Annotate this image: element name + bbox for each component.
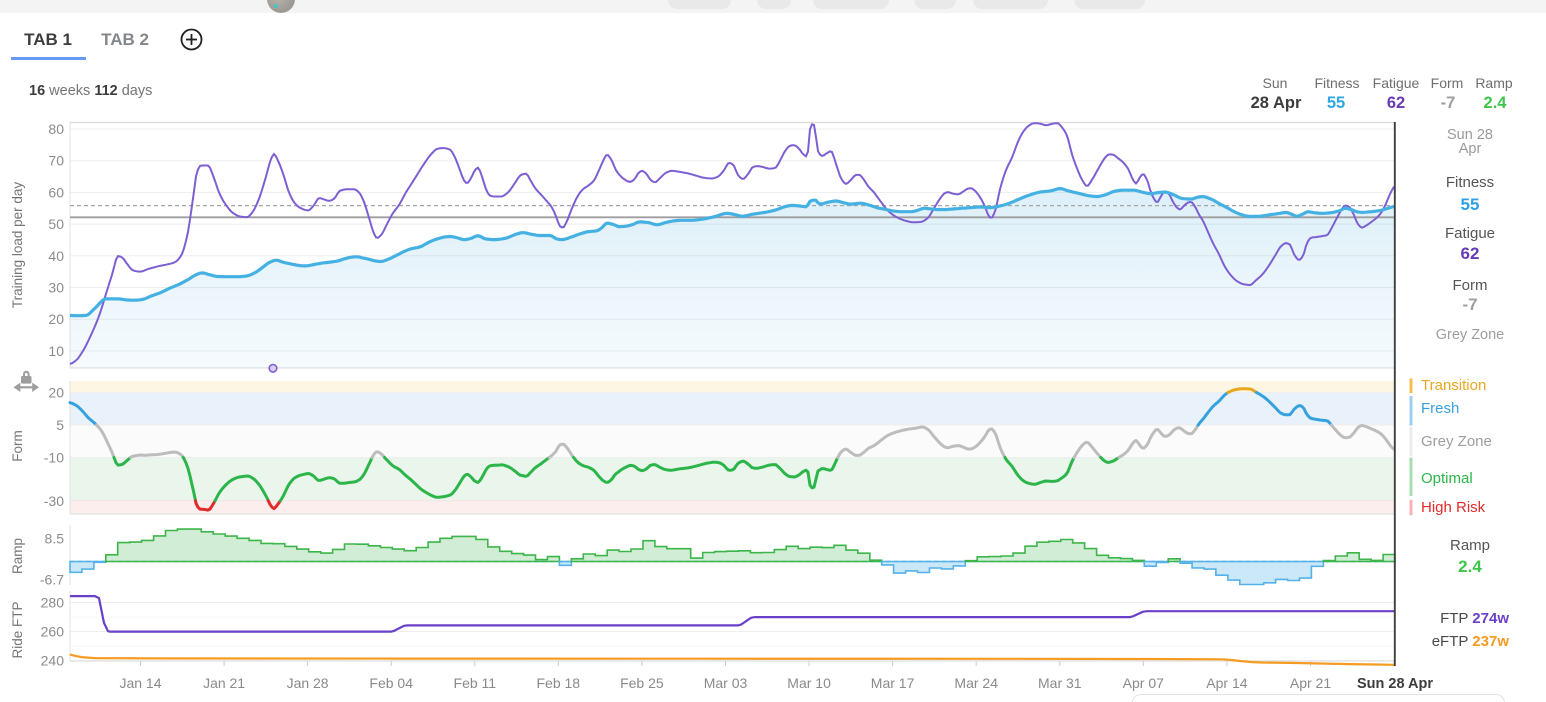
svg-text:5: 5 [56, 417, 64, 433]
svg-text:8.5: 8.5 [45, 531, 65, 547]
svg-text:Mar 31: Mar 31 [1038, 675, 1082, 691]
svg-text:Form: Form [10, 430, 25, 462]
svg-text:Mar 17: Mar 17 [871, 675, 915, 691]
svg-text:-10: -10 [44, 449, 64, 465]
svg-text:260: 260 [41, 624, 65, 640]
svg-text:Jan 14: Jan 14 [119, 675, 161, 691]
svg-text:Training load per day: Training load per day [10, 182, 25, 309]
svg-text:Feb 25: Feb 25 [620, 675, 664, 691]
svg-text:-6.7: -6.7 [40, 572, 64, 588]
svg-text:Ramp: Ramp [10, 538, 25, 574]
svg-text:Apr 14: Apr 14 [1206, 675, 1247, 691]
svg-text:60: 60 [48, 184, 64, 200]
svg-text:Feb 11: Feb 11 [454, 675, 497, 691]
svg-text:240: 240 [41, 653, 65, 669]
svg-text:Mar 10: Mar 10 [787, 675, 831, 691]
svg-text:Feb 04: Feb 04 [369, 675, 413, 691]
svg-text:30: 30 [48, 280, 64, 296]
svg-text:Mar 03: Mar 03 [704, 675, 748, 691]
svg-text:Mar 24: Mar 24 [954, 675, 998, 691]
svg-text:Apr 07: Apr 07 [1123, 675, 1164, 691]
svg-text:80: 80 [48, 121, 64, 137]
svg-text:280: 280 [41, 595, 65, 611]
svg-text:-30: -30 [44, 493, 64, 509]
svg-text:Apr 21: Apr 21 [1290, 675, 1331, 691]
svg-text:40: 40 [48, 248, 64, 264]
svg-text:20: 20 [48, 385, 64, 401]
svg-text:50: 50 [48, 216, 64, 232]
svg-text:Ride FTP: Ride FTP [10, 601, 25, 658]
svg-text:Jan 21: Jan 21 [203, 675, 245, 691]
svg-text:70: 70 [48, 153, 64, 169]
svg-text:Jan 28: Jan 28 [287, 675, 329, 691]
svg-text:Sun 28 Apr: Sun 28 Apr [1357, 676, 1433, 692]
svg-text:20: 20 [48, 311, 64, 327]
svg-text:10: 10 [48, 343, 64, 359]
svg-text:Feb 18: Feb 18 [537, 675, 581, 691]
